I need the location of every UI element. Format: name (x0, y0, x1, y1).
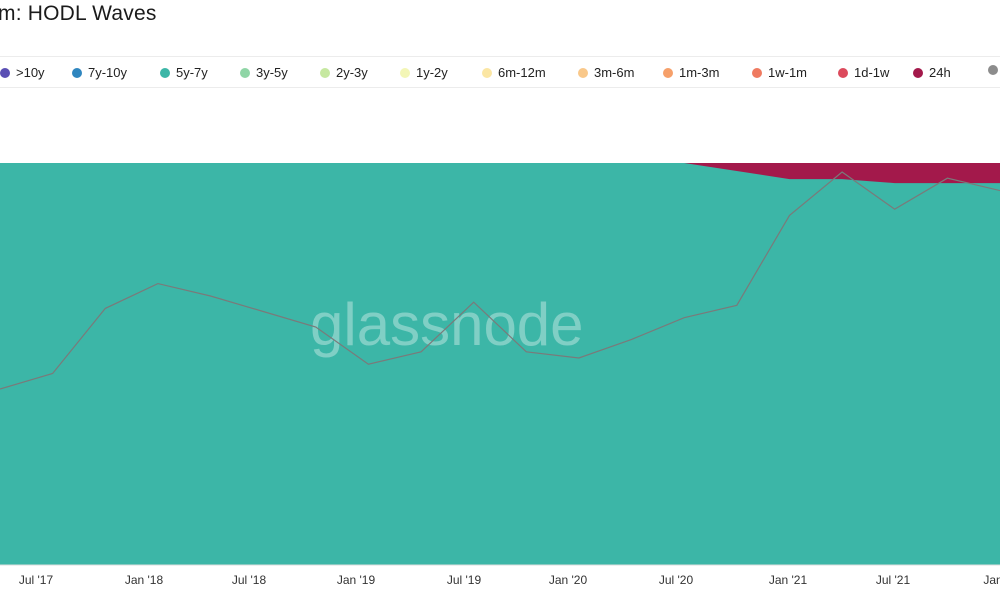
legend-item[interactable]: 2y-3y (320, 65, 368, 80)
legend-label: 5y-7y (176, 65, 208, 80)
x-tick-label: Jul '19 (447, 573, 482, 587)
legend-swatch (400, 67, 410, 78)
legend-label: 6m-12m (498, 65, 546, 80)
legend-swatch (320, 67, 330, 78)
legend-item[interactable]: 5y-7y (160, 65, 208, 80)
band-5y7y (0, 163, 1000, 565)
x-tick-label: Jul '18 (232, 573, 267, 587)
legend-item[interactable]: 6m-12m (482, 65, 546, 80)
legend-label: 1w-1m (768, 65, 808, 80)
x-tick-label: Jul '17 (19, 573, 54, 587)
legend-item[interactable]: 3y-5y (240, 65, 288, 80)
legend-swatch (663, 67, 673, 78)
legend-item[interactable]: 1y-2y (400, 65, 448, 80)
legend-label: 1y-2y (416, 65, 448, 80)
watermark: glassnode (310, 291, 584, 358)
legend-label: 1m-3m (679, 65, 720, 80)
legend-item[interactable]: 3m-6m (578, 65, 634, 80)
legend-swatch (0, 67, 10, 78)
legend: >10y 7y-10y 5y-7y 3y-5y 2y-3y 1y-2y 6m-12m 3m-6… (0, 56, 1000, 88)
legend-label: 3m-6m (594, 65, 635, 80)
legend-label: 24h (929, 65, 951, 80)
legend-swatch (160, 67, 170, 78)
legend-item[interactable]: >10y (0, 65, 45, 80)
legend-label: 1d-1w (854, 65, 890, 80)
x-tick-label: Jan '20 (549, 573, 588, 587)
legend-swatch (578, 67, 588, 78)
legend-swatch (913, 67, 923, 78)
x-axis: Jul '17 Jan '18 Jul '18 Jan '19 Jul '19 Jan '… (0, 564, 1000, 587)
legend-swatch (240, 67, 250, 78)
x-tick-label: Jan '18 (125, 573, 164, 587)
legend-item[interactable]: 24h (913, 65, 951, 80)
legend-item[interactable]: 7y-10y (72, 65, 127, 80)
legend-item[interactable] (988, 65, 1000, 75)
x-tick-label: Jul '21 (876, 573, 911, 587)
x-tick-label: Jan '19 (337, 573, 376, 587)
legend-item[interactable]: 1d-1w (838, 65, 889, 80)
legend-label: 7y-10y (88, 65, 128, 80)
legend-swatch (752, 67, 762, 78)
chart-title: m: HODL Waves (0, 2, 157, 25)
area-bands (0, 163, 1000, 565)
legend-swatch (988, 65, 998, 75)
legend-swatch (72, 67, 82, 78)
x-tick-label: Jan (983, 573, 1000, 587)
legend-label: 2y-3y (336, 65, 368, 80)
legend-label: 3y-5y (256, 65, 288, 80)
price-line (0, 171, 1000, 390)
x-tick-label: Jul '20 (659, 573, 694, 587)
legend-item[interactable]: 1w-1m (752, 65, 807, 80)
legend-item[interactable]: 1m-3m (663, 65, 719, 80)
legend-swatch (482, 67, 492, 78)
x-tick-label: Jan '21 (769, 573, 808, 587)
legend-label: >10y (16, 65, 45, 80)
legend-swatch (838, 67, 848, 78)
